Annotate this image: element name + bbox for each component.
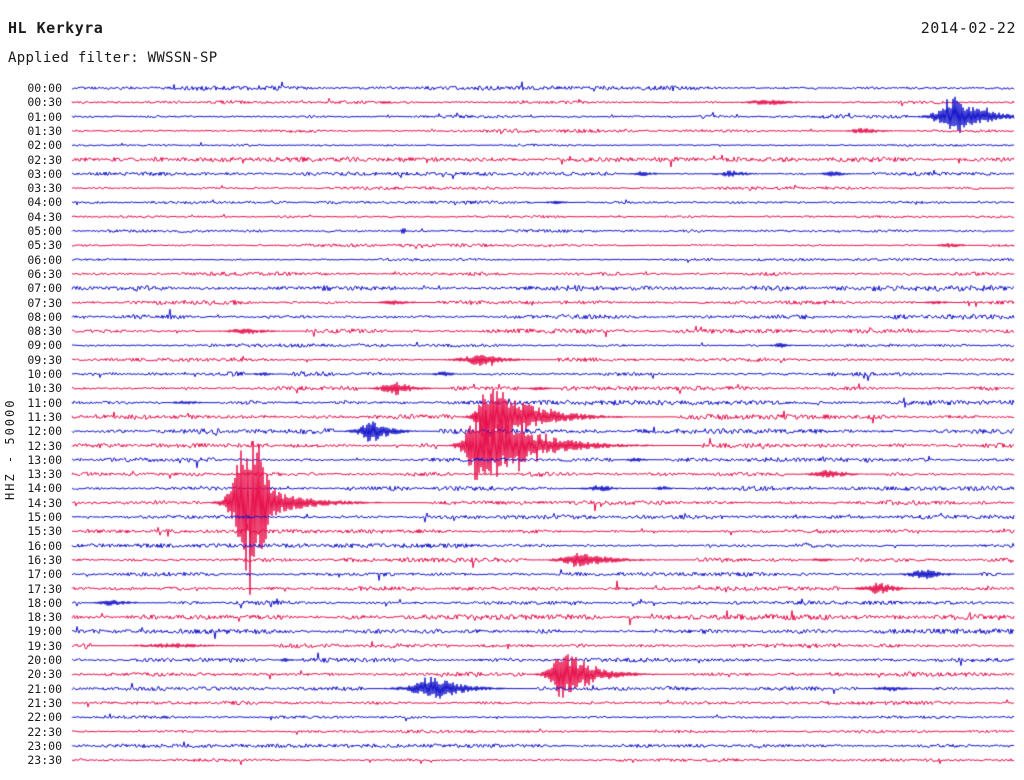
trace-time-label: 20:30 bbox=[27, 667, 62, 682]
trace-time-label: 13:00 bbox=[27, 452, 62, 467]
trace-time-label: 06:00 bbox=[27, 252, 62, 267]
trace-time-label: 18:00 bbox=[27, 595, 62, 610]
trace-time-label: 10:30 bbox=[27, 381, 62, 396]
trace-time-label: 05:00 bbox=[27, 224, 62, 238]
station-title: HL Kerkyra bbox=[8, 19, 104, 37]
trace-time-label: 09:00 bbox=[27, 338, 62, 353]
trace-time-label: 04:30 bbox=[27, 209, 62, 224]
trace-time-label: 12:30 bbox=[27, 438, 62, 453]
trace-time-label: 19:00 bbox=[27, 624, 62, 639]
trace-time-label: 04:00 bbox=[27, 195, 62, 210]
trace-time-label: 23:00 bbox=[27, 738, 62, 753]
trace-time-label: 00:00 bbox=[27, 81, 62, 95]
trace-time-label: 03:00 bbox=[27, 166, 62, 181]
trace-time-label: 17:00 bbox=[27, 567, 62, 582]
trace-time-label: 22:30 bbox=[27, 724, 62, 739]
trace-time-label: 17:30 bbox=[27, 581, 62, 596]
trace-time-label: 05:30 bbox=[27, 238, 62, 253]
trace-time-label: 15:00 bbox=[27, 510, 62, 524]
trace-time-label: 02:00 bbox=[27, 138, 62, 153]
record-date: 2014-02-22 bbox=[920, 19, 1016, 37]
trace-time-label: 23:30 bbox=[27, 753, 62, 768]
trace-time-label: 03:30 bbox=[27, 181, 62, 196]
trace-time-label: 08:00 bbox=[27, 309, 62, 324]
trace-time-label: 06:30 bbox=[27, 266, 62, 281]
trace-time-label: 18:30 bbox=[27, 610, 62, 625]
trace-time-label: 07:30 bbox=[27, 295, 62, 310]
trace-time-label: 02:30 bbox=[27, 152, 62, 167]
trace-time-label: 22:00 bbox=[27, 710, 62, 725]
trace-time-label: 13:30 bbox=[27, 467, 62, 482]
trace-time-label: 09:30 bbox=[27, 352, 62, 367]
trace-time-label: 10:00 bbox=[27, 367, 62, 381]
applied-filter-label: Applied filter: WWSSN-SP bbox=[8, 50, 218, 66]
trace-time-label: 11:30 bbox=[27, 409, 62, 424]
trace-time-label: 11:00 bbox=[27, 395, 62, 410]
trace-time-label: 12:00 bbox=[27, 424, 62, 439]
trace-time-label: 16:00 bbox=[27, 538, 62, 553]
trace-time-label: 16:30 bbox=[27, 552, 62, 567]
trace-time-label: 01:00 bbox=[27, 109, 62, 124]
trace-time-label: 21:00 bbox=[27, 681, 62, 696]
trace-time-label: 20:00 bbox=[27, 653, 62, 667]
trace-time-label: 01:30 bbox=[27, 123, 62, 138]
trace-time-label: 00:30 bbox=[27, 95, 62, 110]
trace-time-label: 15:30 bbox=[27, 524, 62, 539]
trace-time-label: 21:30 bbox=[27, 695, 62, 710]
trace-time-label: 14:30 bbox=[27, 495, 62, 510]
trace-time-label: 14:00 bbox=[27, 481, 62, 496]
trace-time-label: 19:30 bbox=[27, 638, 62, 653]
trace-time-label: 07:00 bbox=[27, 281, 62, 296]
trace-time-label: 08:30 bbox=[27, 324, 62, 339]
